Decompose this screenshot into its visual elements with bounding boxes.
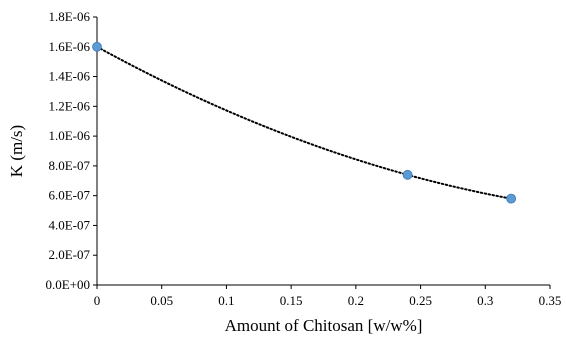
y-tick-label: 1.6E-06 — [48, 39, 90, 54]
x-tick-label: 0.05 — [150, 293, 173, 308]
trendline — [96, 45, 513, 200]
y-tick-label: 4.0E-07 — [48, 217, 90, 232]
y-tick-label: 1.0E-06 — [48, 128, 90, 143]
data-point — [92, 41, 102, 52]
data-points — [92, 41, 517, 204]
data-point — [402, 169, 413, 180]
x-tick-label: 0.1 — [218, 293, 234, 308]
y-tick-label: 6.0E-07 — [48, 188, 90, 203]
y-axis-title: K (m/s) — [7, 125, 26, 177]
y-tick-label: 1.4E-06 — [48, 69, 90, 84]
x-tick-label: 0 — [94, 293, 101, 308]
y-axis-ticks: 0.0E+00 2.0E-07 4.0E-07 6.0E-07 8.0E-07 1.0E-… — [45, 9, 97, 292]
x-axis-title: Amount of Chitosan [w/w%] — [225, 316, 423, 335]
x-tick-label: 0.2 — [348, 293, 364, 308]
x-axis-ticks: 0 0.05 0.1 0.15 0.2 0.25 0.3 0.35 — [94, 285, 562, 308]
data-point — [506, 193, 517, 204]
x-tick-label: 0.3 — [477, 293, 493, 308]
y-tick-label: 8.0E-07 — [48, 158, 90, 173]
x-tick-label: 0.25 — [409, 293, 432, 308]
y-tick-label: 1.2E-06 — [48, 98, 90, 113]
x-tick-label: 0.15 — [280, 293, 303, 308]
y-tick-label: 1.8E-06 — [48, 9, 90, 24]
y-tick-label: 2.0E-07 — [48, 247, 90, 262]
x-tick-label: 0.35 — [539, 293, 562, 308]
y-tick-label: 0.0E+00 — [45, 277, 90, 292]
